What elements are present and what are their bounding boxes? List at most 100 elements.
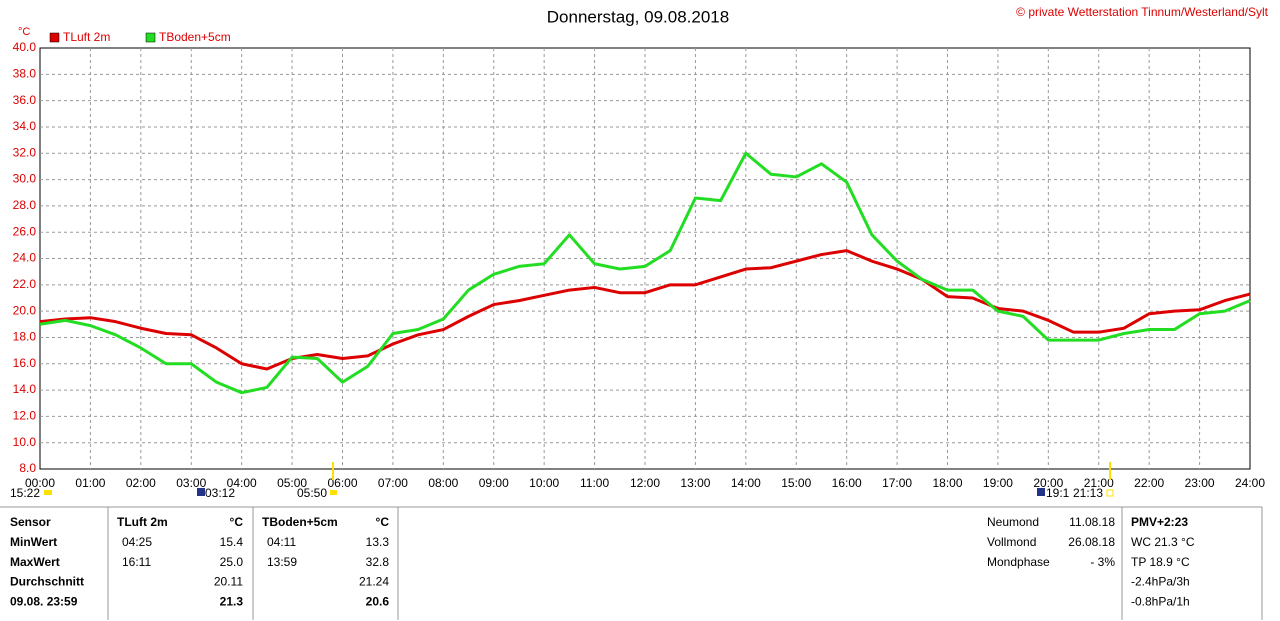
x-tick-label: 13:00 xyxy=(680,476,710,490)
pmv-line: TP 18.9 °C xyxy=(1131,555,1190,569)
table-cell: 21.3 xyxy=(220,594,244,608)
marker-label: 05:50 xyxy=(297,486,327,500)
lines xyxy=(39,151,1251,395)
y-tick-label: 14.0 xyxy=(13,382,37,396)
y-tick-label: 32.0 xyxy=(13,145,37,159)
x-tick-label: 20:00 xyxy=(1033,476,1063,490)
y-tick-label: 8.0 xyxy=(19,461,36,475)
moon-icon xyxy=(197,488,205,496)
x-tick-label: 10:00 xyxy=(529,476,559,490)
y-tick-label: 16.0 xyxy=(13,356,37,370)
table-header: TLuft 2m xyxy=(117,515,168,529)
x-tick-label: 11:00 xyxy=(580,476,609,490)
x-tick-label: 18:00 xyxy=(932,476,962,490)
y-tick-label: 30.0 xyxy=(13,172,37,186)
y-tick-label: 18.0 xyxy=(13,330,37,344)
table-cell: 04:25 xyxy=(122,535,152,549)
moon-name: Mondphase xyxy=(987,555,1050,569)
x-tick-label: 15:00 xyxy=(781,476,811,490)
x-tick-label: 23:00 xyxy=(1185,476,1215,490)
sun-icon xyxy=(1106,489,1114,497)
x-tick-label: 14:00 xyxy=(731,476,761,490)
x-tick-label: 03:00 xyxy=(176,476,206,490)
pmv-line: WC 21.3 °C xyxy=(1131,535,1195,549)
y-tick-label: 10.0 xyxy=(13,435,37,449)
x-tick-label: 02:00 xyxy=(126,476,156,490)
moon-date: - 3% xyxy=(1090,555,1115,569)
marker-label: 19:1 xyxy=(1046,486,1070,500)
sun-icon xyxy=(330,490,337,495)
chart-title: Donnerstag, 09.08.2018 xyxy=(547,7,729,26)
x-tick-label: 17:00 xyxy=(882,476,912,490)
moon-date: 26.08.18 xyxy=(1068,535,1115,549)
legend: TLuft 2m TBoden+5cm xyxy=(49,30,231,44)
table-header: °C xyxy=(230,515,244,529)
table-header: TBoden+5cm xyxy=(262,515,338,529)
x-tick-label: 00:00 xyxy=(25,476,55,490)
x-tick-label: 19:00 xyxy=(983,476,1013,490)
table-cell: 13:59 xyxy=(267,555,297,569)
table-cell: 16:11 xyxy=(122,555,151,569)
table-cell: 04:11 xyxy=(267,535,296,549)
table-header: °C xyxy=(376,515,390,529)
y-tick-label: 26.0 xyxy=(13,224,37,238)
x-tick-label: 01:00 xyxy=(75,476,105,490)
y-tick-label: 12.0 xyxy=(13,409,37,423)
moon-icon xyxy=(1037,488,1045,496)
moon-date: 11.08.18 xyxy=(1069,515,1115,529)
legend-label: TLuft 2m xyxy=(63,30,110,44)
table-cell: 25.0 xyxy=(220,555,244,569)
x-tick-label: 04:00 xyxy=(227,476,257,490)
moon-panel: Neumond 11.08.18 Vollmond 26.08.18 Mondphase… xyxy=(987,515,1115,569)
moon-name: Neumond xyxy=(987,515,1039,529)
legend-swatch xyxy=(49,32,60,43)
y-tick-label: 36.0 xyxy=(13,93,37,107)
x-tick-label: 09:00 xyxy=(479,476,509,490)
x-tick-label: 24:00 xyxy=(1235,476,1265,490)
y-tick-label: 20.0 xyxy=(13,303,37,317)
table-cell: 15.4 xyxy=(220,535,244,549)
y-tick-label: 38.0 xyxy=(13,66,37,80)
series-line xyxy=(39,151,1251,395)
legend-swatch xyxy=(145,32,156,43)
table-header: Sensor xyxy=(10,515,51,529)
copyright: © private Wetterstation Tinnum/Westerlan… xyxy=(1016,5,1269,19)
table-cell: 20.11 xyxy=(214,575,243,589)
x-tick-label: 07:00 xyxy=(378,476,408,490)
moon-name: Vollmond xyxy=(987,535,1036,549)
x-tick-label: 22:00 xyxy=(1134,476,1164,490)
y-tick-label: 34.0 xyxy=(13,119,37,133)
pmv-title: PMV+2:23 xyxy=(1131,515,1188,529)
marker-label: 03:12 xyxy=(205,486,235,500)
marker-label: 15:22 xyxy=(10,486,40,500)
pmv-line: -0.8hPa/1h xyxy=(1131,594,1190,608)
legend-label: TBoden+5cm xyxy=(159,30,231,44)
grid: 8.0 10.0 12.0 14.0 16.0 18.0 20.0 22.0 24.0 26.0 2… xyxy=(13,40,1266,490)
marker-label: 21:13 xyxy=(1073,486,1103,500)
table-cell: Durchschnitt xyxy=(10,575,84,589)
table-cell: MinWert xyxy=(10,535,57,549)
table-cell: 32.8 xyxy=(366,555,390,569)
sun-icon xyxy=(44,490,52,495)
table-cell: MaxWert xyxy=(10,555,60,569)
y-tick-label: 40.0 xyxy=(13,40,37,54)
table-cell: 09.08. 23:59 xyxy=(10,594,78,608)
pmv-line: -2.4hPa/3h xyxy=(1131,575,1190,589)
x-tick-label: 06:00 xyxy=(327,476,357,490)
x-tick-label: 12:00 xyxy=(630,476,660,490)
y-tick-label: 22.0 xyxy=(13,277,37,291)
pmv-panel: WC 21.3 °C TP 18.9 °C -2.4hPa/3h -0.8hPa/1h xyxy=(1131,535,1195,608)
stats-table: Sensor TLuft 2m °C TBoden+5cm °C MinWert 04:25… xyxy=(10,515,389,608)
x-tick-label: 08:00 xyxy=(428,476,458,490)
x-tick-label: 05:00 xyxy=(277,476,307,490)
series-line xyxy=(39,249,1251,371)
x-tick-label: 16:00 xyxy=(832,476,862,490)
table-cell: 20.6 xyxy=(366,594,390,608)
x-tick-label: 21:00 xyxy=(1084,476,1114,490)
table-cell: 13.3 xyxy=(366,535,390,549)
table-cell: 21.24 xyxy=(359,575,389,589)
y-tick-label: 28.0 xyxy=(13,198,37,212)
y-tick-label: 24.0 xyxy=(13,251,37,265)
y-unit: °C xyxy=(18,26,30,38)
